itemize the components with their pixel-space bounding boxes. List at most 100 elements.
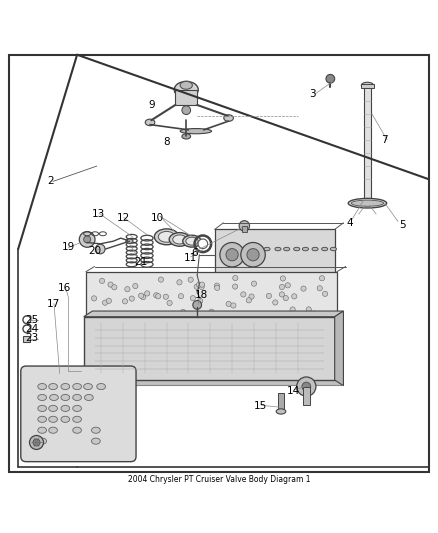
Circle shape	[84, 236, 91, 243]
Circle shape	[163, 294, 169, 300]
Ellipse shape	[284, 247, 290, 251]
Circle shape	[251, 281, 257, 286]
Text: 18: 18	[195, 290, 208, 300]
Circle shape	[158, 277, 163, 282]
Ellipse shape	[61, 405, 70, 411]
Bar	[364, 85, 371, 203]
Circle shape	[23, 325, 31, 333]
Ellipse shape	[224, 115, 233, 122]
Text: 17: 17	[46, 298, 60, 309]
Text: 11: 11	[184, 253, 197, 263]
Bar	[361, 84, 374, 88]
Circle shape	[239, 221, 250, 231]
Text: 25: 25	[25, 315, 39, 325]
Bar	[303, 386, 310, 405]
Circle shape	[279, 292, 285, 297]
Circle shape	[99, 278, 105, 284]
Ellipse shape	[321, 247, 328, 251]
Circle shape	[106, 298, 112, 303]
Bar	[90, 322, 341, 385]
Ellipse shape	[49, 384, 57, 390]
Circle shape	[290, 307, 295, 312]
Circle shape	[188, 277, 193, 282]
Circle shape	[319, 276, 325, 281]
Ellipse shape	[38, 405, 46, 411]
Circle shape	[95, 244, 105, 254]
Ellipse shape	[361, 82, 374, 88]
Ellipse shape	[61, 394, 70, 400]
Circle shape	[155, 294, 161, 299]
Circle shape	[196, 282, 201, 287]
Circle shape	[209, 309, 214, 314]
Ellipse shape	[158, 231, 175, 242]
Circle shape	[133, 284, 138, 289]
Circle shape	[280, 276, 286, 281]
Text: 19: 19	[62, 242, 75, 252]
Text: 5: 5	[399, 220, 406, 230]
Text: 6: 6	[192, 248, 198, 259]
Ellipse shape	[154, 229, 179, 245]
Ellipse shape	[85, 394, 93, 400]
Ellipse shape	[49, 394, 58, 400]
Ellipse shape	[49, 416, 57, 422]
Circle shape	[141, 295, 146, 300]
Text: 2: 2	[48, 176, 54, 187]
Circle shape	[199, 282, 205, 287]
Circle shape	[302, 382, 311, 391]
Circle shape	[273, 300, 278, 305]
Ellipse shape	[348, 198, 387, 208]
Circle shape	[79, 231, 95, 247]
Circle shape	[283, 295, 288, 301]
Circle shape	[178, 294, 184, 299]
Ellipse shape	[49, 427, 57, 433]
Circle shape	[92, 296, 97, 301]
Circle shape	[182, 106, 191, 115]
Circle shape	[311, 311, 317, 316]
Circle shape	[215, 285, 220, 290]
Ellipse shape	[38, 427, 46, 433]
Ellipse shape	[38, 416, 46, 422]
Circle shape	[145, 291, 150, 296]
Circle shape	[194, 284, 199, 289]
Ellipse shape	[92, 438, 100, 444]
Ellipse shape	[180, 82, 192, 89]
Ellipse shape	[186, 237, 198, 245]
Circle shape	[317, 286, 322, 291]
Ellipse shape	[126, 239, 133, 244]
Ellipse shape	[73, 394, 81, 400]
Circle shape	[226, 248, 238, 261]
Bar	[29, 375, 134, 460]
Ellipse shape	[92, 427, 100, 433]
Circle shape	[23, 316, 31, 324]
Circle shape	[241, 243, 265, 267]
Ellipse shape	[173, 235, 187, 244]
Ellipse shape	[182, 134, 191, 139]
Circle shape	[33, 439, 40, 446]
Circle shape	[306, 307, 311, 312]
Polygon shape	[335, 311, 343, 386]
Circle shape	[190, 295, 195, 301]
Circle shape	[112, 285, 117, 290]
Circle shape	[231, 303, 236, 308]
Text: 24: 24	[25, 324, 39, 334]
Circle shape	[233, 276, 238, 281]
Text: 8: 8	[163, 137, 170, 147]
Text: 4: 4	[346, 218, 353, 228]
Text: 15: 15	[254, 401, 267, 411]
Ellipse shape	[38, 438, 46, 444]
Circle shape	[226, 301, 231, 306]
Ellipse shape	[312, 247, 318, 251]
Circle shape	[220, 243, 244, 267]
Circle shape	[188, 312, 194, 317]
Ellipse shape	[302, 247, 308, 251]
Ellipse shape	[73, 427, 81, 433]
Bar	[175, 90, 197, 105]
Text: 14: 14	[286, 386, 300, 396]
Ellipse shape	[73, 384, 81, 390]
Ellipse shape	[73, 416, 81, 422]
Ellipse shape	[180, 128, 212, 134]
Text: 12: 12	[117, 214, 130, 223]
Polygon shape	[84, 311, 343, 317]
Ellipse shape	[97, 384, 106, 390]
Ellipse shape	[61, 416, 70, 422]
